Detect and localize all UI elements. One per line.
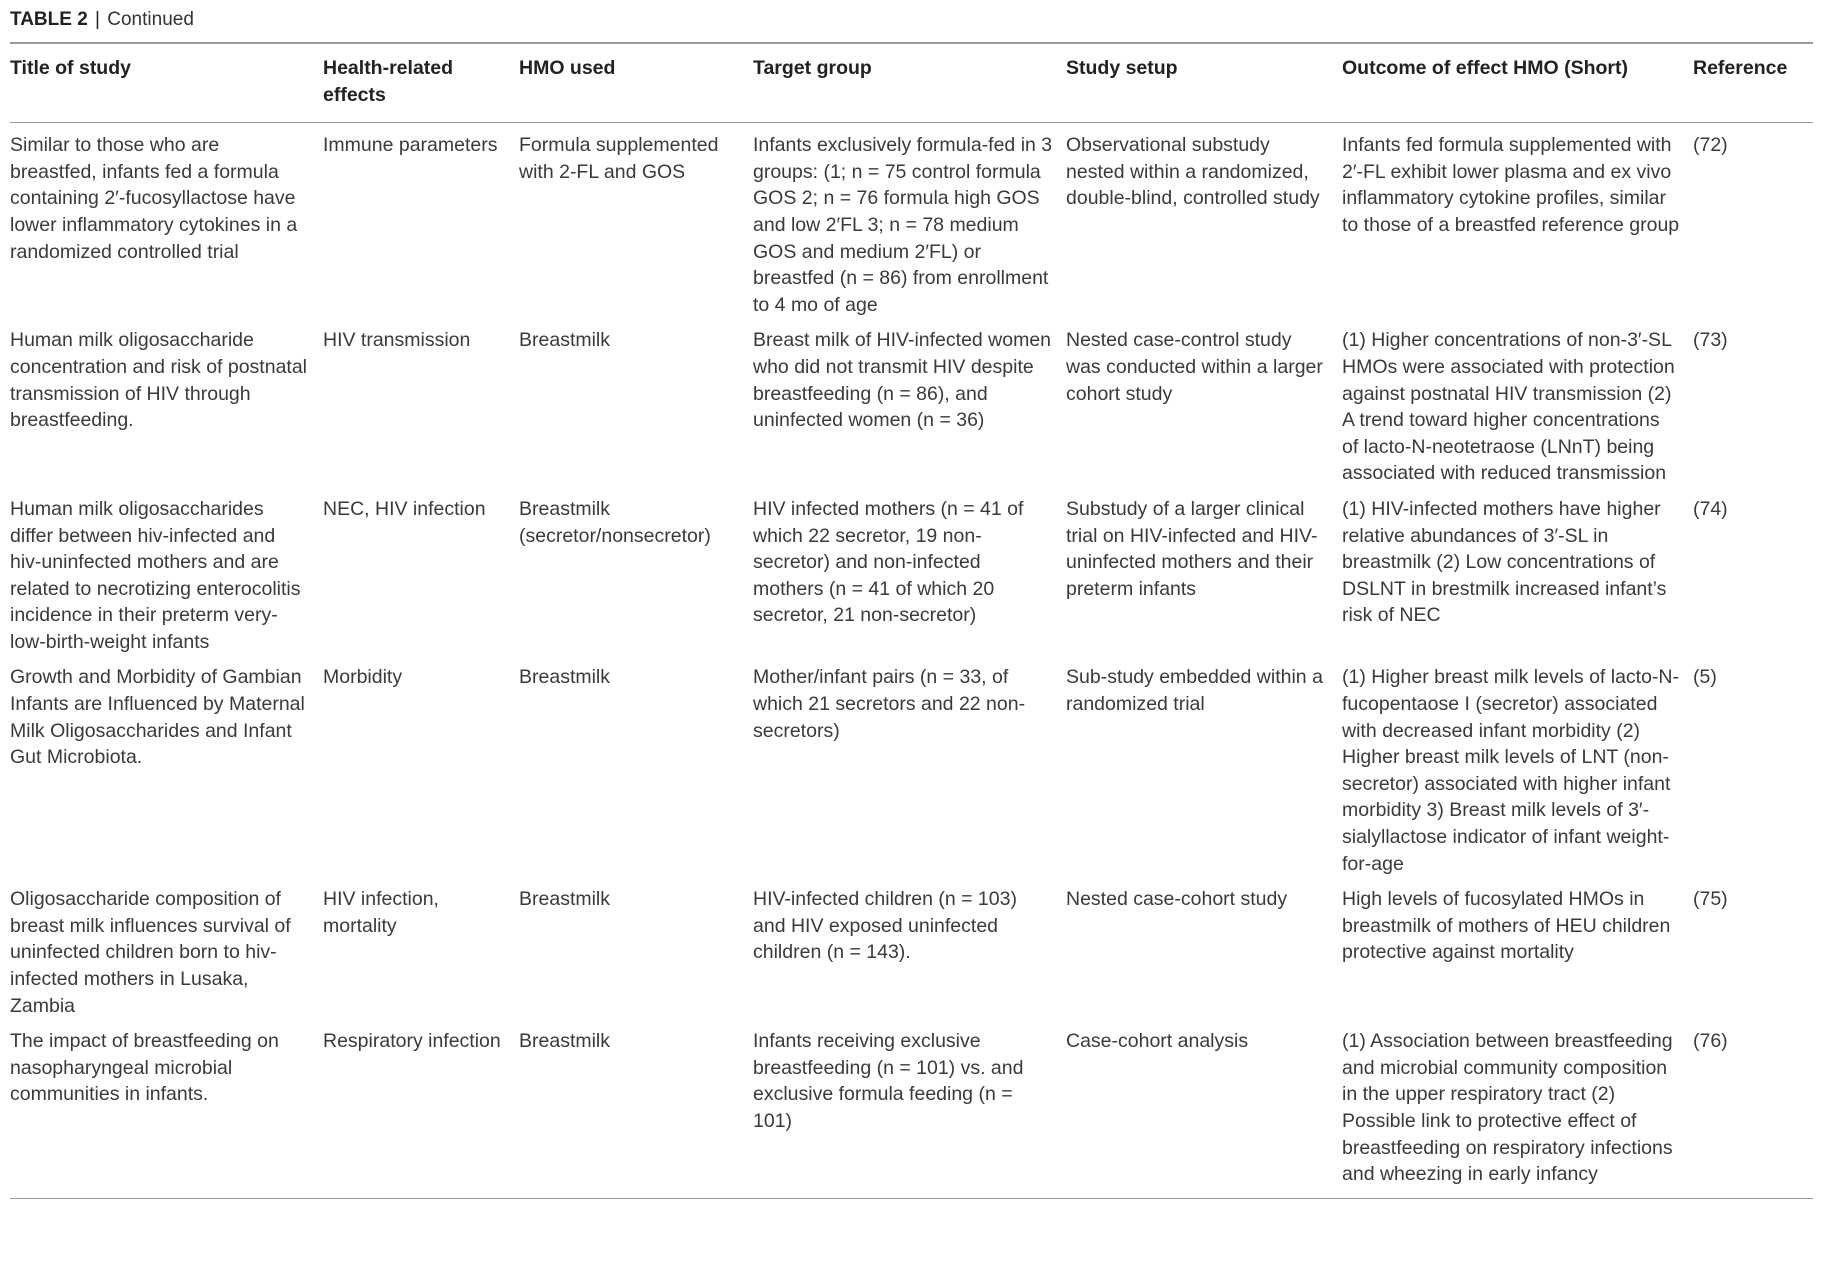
cell-effects: NEC, HIV infection: [323, 497, 486, 520]
table-row: Human milk oligosaccharide concentration…: [10, 318, 1813, 487]
cell-hmo: Breastmilk: [519, 888, 611, 911]
cell-reference-link[interactable]: (76): [1693, 1030, 1728, 1053]
cell-title: Growth and Morbidity of Gambian Infants …: [10, 666, 305, 769]
cell-reference-link[interactable]: (73): [1693, 329, 1728, 352]
table-header-row: Title of study Health-related effects HM…: [10, 43, 1813, 123]
header-hmo-used: HMO used: [519, 57, 616, 79]
cell-outcome: (1) HIV-infected mothers have higher rel…: [1342, 497, 1667, 627]
header-target-group: Target group: [753, 57, 872, 79]
header-reference: Reference: [1693, 57, 1788, 79]
cell-target: Mother/infant pairs (n = 33, of which 21…: [753, 666, 1026, 742]
cell-outcome: (1) Association between breastfeeding an…: [1342, 1030, 1673, 1186]
table-row: The impact of breastfeeding on nasophary…: [10, 1019, 1813, 1199]
cell-title: Human milk oligosaccharides differ betwe…: [10, 497, 301, 653]
table-page: TABLE 2 | Continued Title of study Healt…: [10, 6, 1813, 1199]
cell-reference-link[interactable]: (5): [1693, 666, 1717, 689]
header-title-of-study: Title of study: [10, 57, 131, 79]
table-row: Growth and Morbidity of Gambian Infants …: [10, 655, 1813, 877]
studies-table: Title of study Health-related effects HM…: [10, 42, 1813, 1199]
cell-outcome: High levels of fucosylated HMOs in breas…: [1342, 888, 1671, 964]
cell-target: Breast milk of HIV-infected women who di…: [753, 329, 1052, 432]
cell-target: Infants receiving exclusive breastfeedin…: [753, 1030, 1024, 1132]
cell-effects: Immune parameters: [323, 134, 498, 157]
table-row: Oligosaccharide composition of breast mi…: [10, 877, 1813, 1019]
cell-hmo: Breastmilk: [519, 329, 611, 352]
cell-target: HIV infected mothers (n = 41 of which 22…: [753, 497, 1024, 627]
cell-outcome: Infants fed formula supplemented with 2′…: [1342, 134, 1680, 236]
cell-hmo: Formula supplemented with 2-FL and GOS: [519, 134, 719, 183]
cell-setup: Sub-study embedded within a randomized t…: [1066, 666, 1323, 716]
cell-setup: Case-cohort analysis: [1066, 1030, 1249, 1053]
cell-effects: Respiratory infection: [323, 1030, 501, 1053]
cell-effects: HIV infection, mortality: [323, 888, 439, 937]
cell-effects: Morbidity: [323, 666, 403, 689]
table-row: Similar to those who are breastfed, infa…: [10, 123, 1813, 319]
cell-target: Infants exclusively formula-fed in 3 gro…: [753, 134, 1053, 316]
cell-effects: HIV transmission: [323, 329, 471, 352]
cell-setup: Nested case-control study was conducted …: [1066, 329, 1323, 405]
cell-reference-link[interactable]: (72): [1693, 134, 1728, 157]
table-caption-text: Continued: [107, 9, 194, 30]
cell-hmo: Breastmilk: [519, 1030, 611, 1053]
cell-setup: Observational substudy nested within a r…: [1066, 134, 1320, 210]
cell-title: The impact of breastfeeding on nasophary…: [10, 1030, 279, 1106]
table-row: Human milk oligosaccharides differ betwe…: [10, 487, 1813, 656]
cell-outcome: (1) Higher breast milk levels of lacto-N…: [1342, 666, 1680, 875]
header-outcome: Outcome of effect HMO (Short): [1342, 57, 1628, 79]
cell-hmo: Breastmilk: [519, 666, 611, 689]
cell-title: Similar to those who are breastfed, infa…: [10, 134, 298, 263]
cell-setup: Nested case-cohort study: [1066, 888, 1288, 911]
header-health-related-effects: Health-related effects: [323, 57, 454, 106]
cell-setup: Substudy of a larger clinical trial on H…: [1066, 497, 1318, 600]
cell-title: Oligosaccharide composition of breast mi…: [10, 888, 291, 1017]
table-caption: TABLE 2 | Continued: [10, 6, 1813, 34]
table-caption-label: TABLE 2: [10, 9, 88, 30]
cell-hmo: Breastmilk (secretor/nonsecretor): [519, 497, 711, 547]
cell-reference-link[interactable]: (74): [1693, 497, 1728, 520]
header-study-setup: Study setup: [1066, 57, 1178, 79]
cell-reference-link[interactable]: (75): [1693, 888, 1728, 911]
cell-target: HIV-infected children (n = 103) and HIV …: [753, 888, 1017, 964]
table-caption-separator: |: [95, 9, 100, 30]
cell-outcome: (1) Higher concentrations of non-3′-SL H…: [1342, 329, 1675, 485]
cell-title: Human milk oligosaccharide concentration…: [10, 329, 308, 432]
